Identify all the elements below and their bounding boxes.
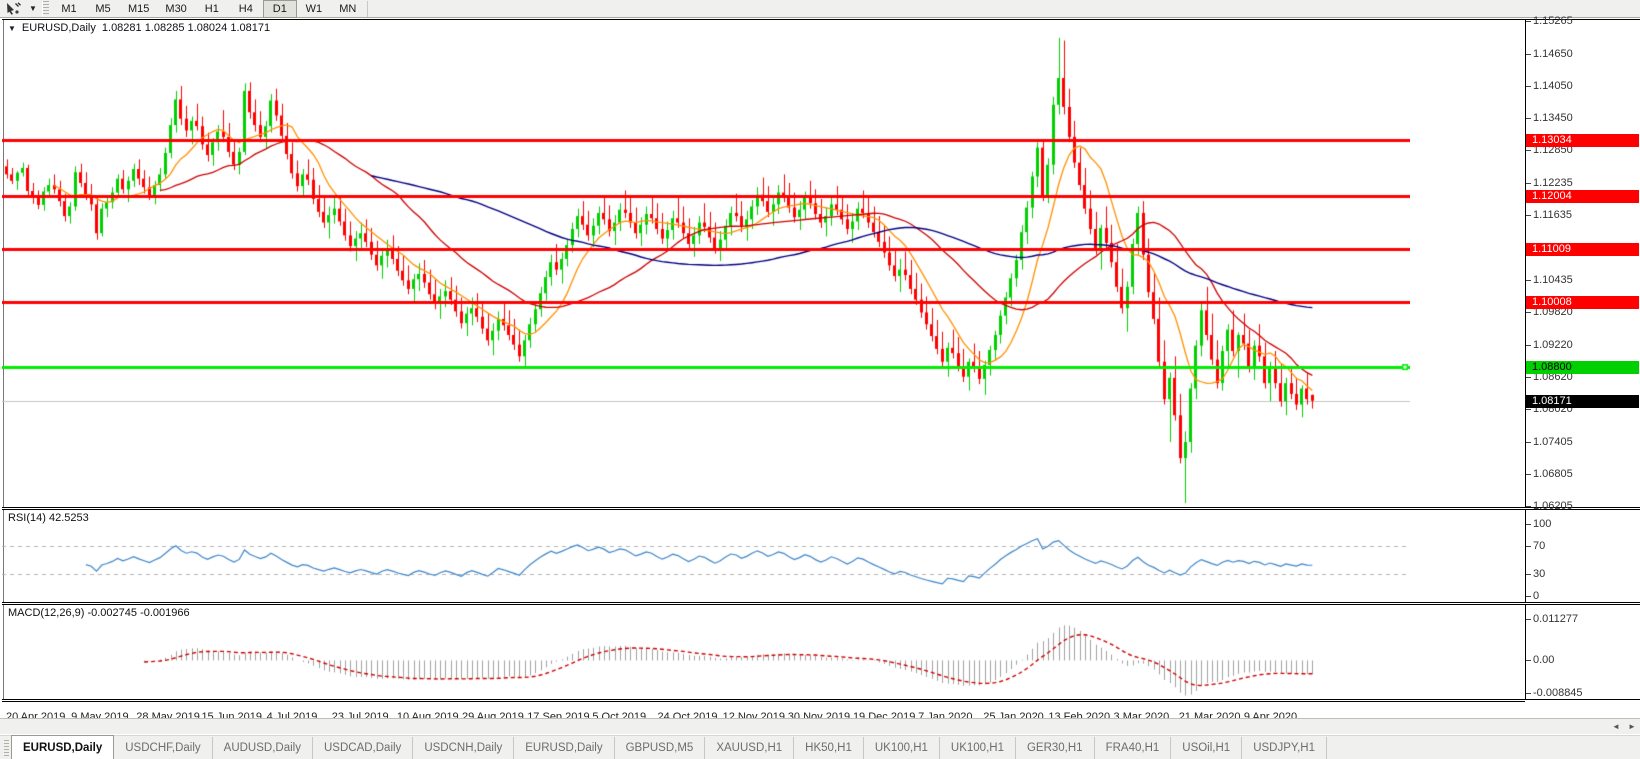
macd-pane[interactable]: MACD(12,26,9) -0.002745 -0.001966 0.0112… [2,604,1640,700]
macd-label: MACD(12,26,9) -0.002745 -0.001966 [8,607,190,619]
timeframe-d1-button[interactable]: D1 [262,0,297,18]
timeframe-m30-button[interactable]: M30 [165,2,187,15]
rsi-plot[interactable] [2,510,1525,602]
price-tick-15: 1.06205 [1526,501,1573,512]
price-level-tag-resistance-1[interactable]: 1.13034 [1526,134,1639,148]
chart-tab-7[interactable]: XAUUSD,H1 [705,737,795,759]
price-tick-13: 1.07405 [1526,436,1573,448]
top-toolbar: ▼ M1 M5 M15 M30 H1 H4 D1 W1 MN [0,0,1640,18]
chart-tab-3[interactable]: USDCAD,Daily [313,737,414,759]
chart-tab-10[interactable]: UK100,H1 [940,737,1016,759]
chart-tab-5[interactable]: EURUSD,Daily [514,737,615,759]
arrow-left-icon[interactable]: ◄ [1612,722,1620,731]
chart-tab-12[interactable]: FRA40,H1 [1095,737,1172,759]
chart-tab-9[interactable]: UK100,H1 [864,737,940,759]
chart-tab-13[interactable]: USOil,H1 [1171,737,1243,759]
arrow-right-icon[interactable]: ► [1628,722,1636,731]
chevron-down-icon[interactable]: ▼ [29,4,37,13]
price-tick-12: 1.08020 [1526,403,1573,415]
rsi-tick-2: 30 [1526,569,1545,580]
rsi-label: RSI(14) 42.5253 [8,512,89,524]
chart-tab-8[interactable]: HK50,H1 [794,737,864,759]
chart-tab-2[interactable]: AUDUSD,Daily [213,737,313,759]
timeframe-mn-button[interactable]: MN [339,2,357,15]
price-tick-8: 1.10435 [1526,274,1573,286]
timeframe-m15-button[interactable]: M15 [128,2,150,15]
timeframe-m1-button[interactable]: M1 [61,2,77,15]
price-level-tag-resistance-2[interactable]: 1.12004 [1526,189,1639,203]
rsi-tick-1: 70 [1526,540,1545,552]
price-tick-5: 1.12235 [1526,178,1573,189]
timeframe-w1-button[interactable]: W1 [305,2,323,15]
price-tick-11: 1.08620 [1526,371,1573,383]
price-level-tag-resistance-4[interactable]: 1.10008 [1526,296,1639,310]
chart-area: ▼ EURUSD,Daily 1.08281 1.08285 1.08024 1… [0,16,1640,735]
price-tick-1: 1.14650 [1526,48,1573,60]
timeframe-buttons: M1 M5 M15 M30 H1 H4 D1 W1 MN [52,0,365,18]
symbol-label: EURUSD,Daily [21,22,96,34]
chart-tab-11[interactable]: GER30,H1 [1016,737,1095,759]
price-tick-9: 1.09820 [1526,307,1573,318]
rsi-pane[interactable]: RSI(14) 42.5253 100 70 30 0 [2,509,1640,603]
price-tick-10: 1.09220 [1526,339,1573,351]
tabbar-drag-handle[interactable] [4,739,9,756]
symbol-header: ▼ EURUSD,Daily 1.08281 1.08285 1.08024 1… [2,20,270,36]
macd-tick-0: 0.011277 [1526,614,1578,625]
price-tick-3: 1.13450 [1526,113,1573,124]
ohlc-values: 1.08281 1.08285 1.08024 1.08171 [101,22,271,34]
rsi-tick-3: 0 [1526,591,1539,602]
price-level-tag-support-1[interactable]: 1.08800 [1526,361,1639,375]
chart-tab-1[interactable]: USDCHF,Daily [114,737,213,759]
chevron-down-icon[interactable]: ▼ [8,23,16,33]
price-tick-14: 1.06805 [1526,468,1573,480]
rsi-tick-0: 100 [1526,519,1551,530]
chart-tab-0[interactable]: EURUSD,Daily [11,735,115,759]
timeframe-h4-button[interactable]: H4 [238,2,253,15]
chart-tab-4[interactable]: USDCNH,Daily [413,737,515,759]
macd-tick-1: 0.00 [1526,655,1554,666]
horizontal-scrollbar[interactable]: ◄ ► [0,718,1640,734]
price-tick-6: 1.11635 [1526,210,1572,221]
price-pane[interactable]: ▼ EURUSD,Daily 1.08281 1.08285 1.08024 1… [2,16,1640,512]
price-scale[interactable]: 1.15265 1.14650 1.14050 1.13450 1.12850 1.122… [1525,16,1640,512]
macd-scale[interactable]: 0.011277 0.00 -0.008845 [1525,605,1640,699]
toolbar-separator [366,0,368,17]
toolbar-drag-handle[interactable] [42,1,49,16]
timeframe-h1-button[interactable]: H1 [204,2,219,15]
price-level-tag-resistance-3[interactable]: 1.11009 [1526,242,1639,256]
chart-tabbar: EURUSD,Daily USDCHF,Daily AUDUSD,Daily USDC… [0,735,1640,759]
chart-tab-6[interactable]: GBPUSD,M5 [615,737,706,759]
price-tick-2: 1.14050 [1526,81,1573,92]
chart-tab-14[interactable]: USDJPY,H1 [1242,737,1327,759]
price-tick-4: 1.12850 [1526,145,1573,156]
price-level-tag-current-price[interactable]: 1.08171 [1526,394,1639,408]
price-plot[interactable] [2,20,1525,507]
timeframe-m5-button[interactable]: M5 [95,2,111,15]
rsi-scale[interactable]: 100 70 30 0 [1525,510,1640,602]
price-tick-0: 1.15265 [1526,16,1573,27]
crosshair-cursor-icon[interactable] [0,0,26,17]
macd-plot[interactable] [2,605,1525,699]
macd-tick-2: -0.008845 [1526,688,1583,699]
